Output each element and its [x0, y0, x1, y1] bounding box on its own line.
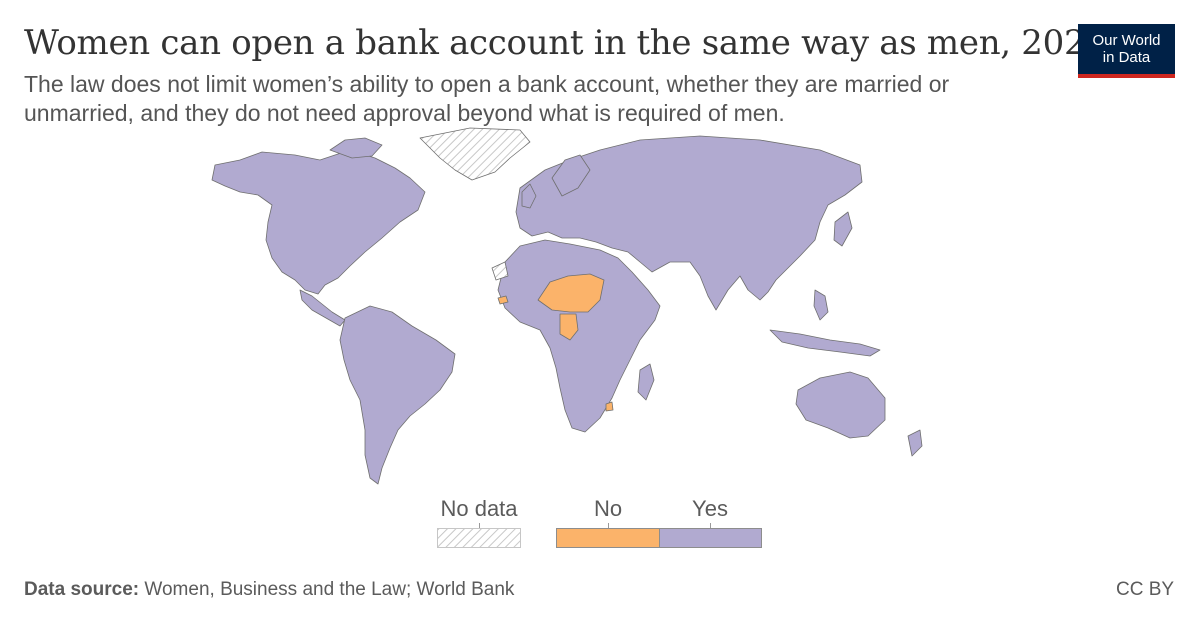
- data-source: Data source: Women, Business and the Law…: [24, 579, 514, 601]
- logo-text: Our World in Data: [1092, 32, 1161, 66]
- region-australia[interactable]: [795, 371, 886, 439]
- region-guinea-bissau[interactable]: [497, 295, 509, 305]
- region-eswatini[interactable]: [605, 401, 614, 412]
- legend-label-no: No: [593, 496, 623, 521]
- legend-swatch-no-data[interactable]: [437, 528, 521, 548]
- legend-tick-yes: [710, 523, 711, 528]
- region-indonesia[interactable]: [769, 329, 881, 357]
- region-scandinavia[interactable]: [551, 154, 591, 197]
- region-japan[interactable]: [833, 211, 853, 247]
- region-philippines[interactable]: [813, 289, 829, 321]
- legend-tick-no: [608, 523, 609, 528]
- region-niger-chad[interactable]: [537, 273, 605, 313]
- region-south-america[interactable]: [339, 305, 456, 485]
- region-africa[interactable]: [497, 239, 661, 433]
- legend-tick-no-data: [479, 523, 480, 528]
- region-north-america[interactable]: [211, 149, 426, 295]
- data-source-label: Data source:: [24, 579, 140, 600]
- region-cameroon[interactable]: [559, 313, 579, 341]
- region-uk[interactable]: [521, 183, 537, 209]
- region-madagascar[interactable]: [637, 363, 655, 401]
- chart-subtitle: The law does not limit women’s ability t…: [24, 71, 950, 126]
- region-central-america[interactable]: [299, 289, 346, 327]
- region-eurasia[interactable]: [515, 135, 863, 311]
- legend-swatch-yes[interactable]: [659, 528, 762, 548]
- license-link[interactable]: CC BY: [1116, 579, 1175, 600]
- legend-label-yes: Yes: [692, 496, 728, 521]
- legend-swatch-no[interactable]: [556, 528, 660, 548]
- region-arctic-islands[interactable]: [329, 137, 383, 159]
- region-western-sahara[interactable]: [491, 261, 509, 281]
- data-source-text[interactable]: Women, Business and the Law; World Bank: [144, 579, 515, 600]
- owid-logo[interactable]: Our World in Data: [1078, 24, 1175, 78]
- region-greenland[interactable]: [419, 127, 531, 181]
- legend-label-no-data: No data: [440, 496, 518, 521]
- chart-title: Women can open a bank account in the sam…: [24, 23, 1107, 63]
- region-new-zealand[interactable]: [907, 429, 923, 457]
